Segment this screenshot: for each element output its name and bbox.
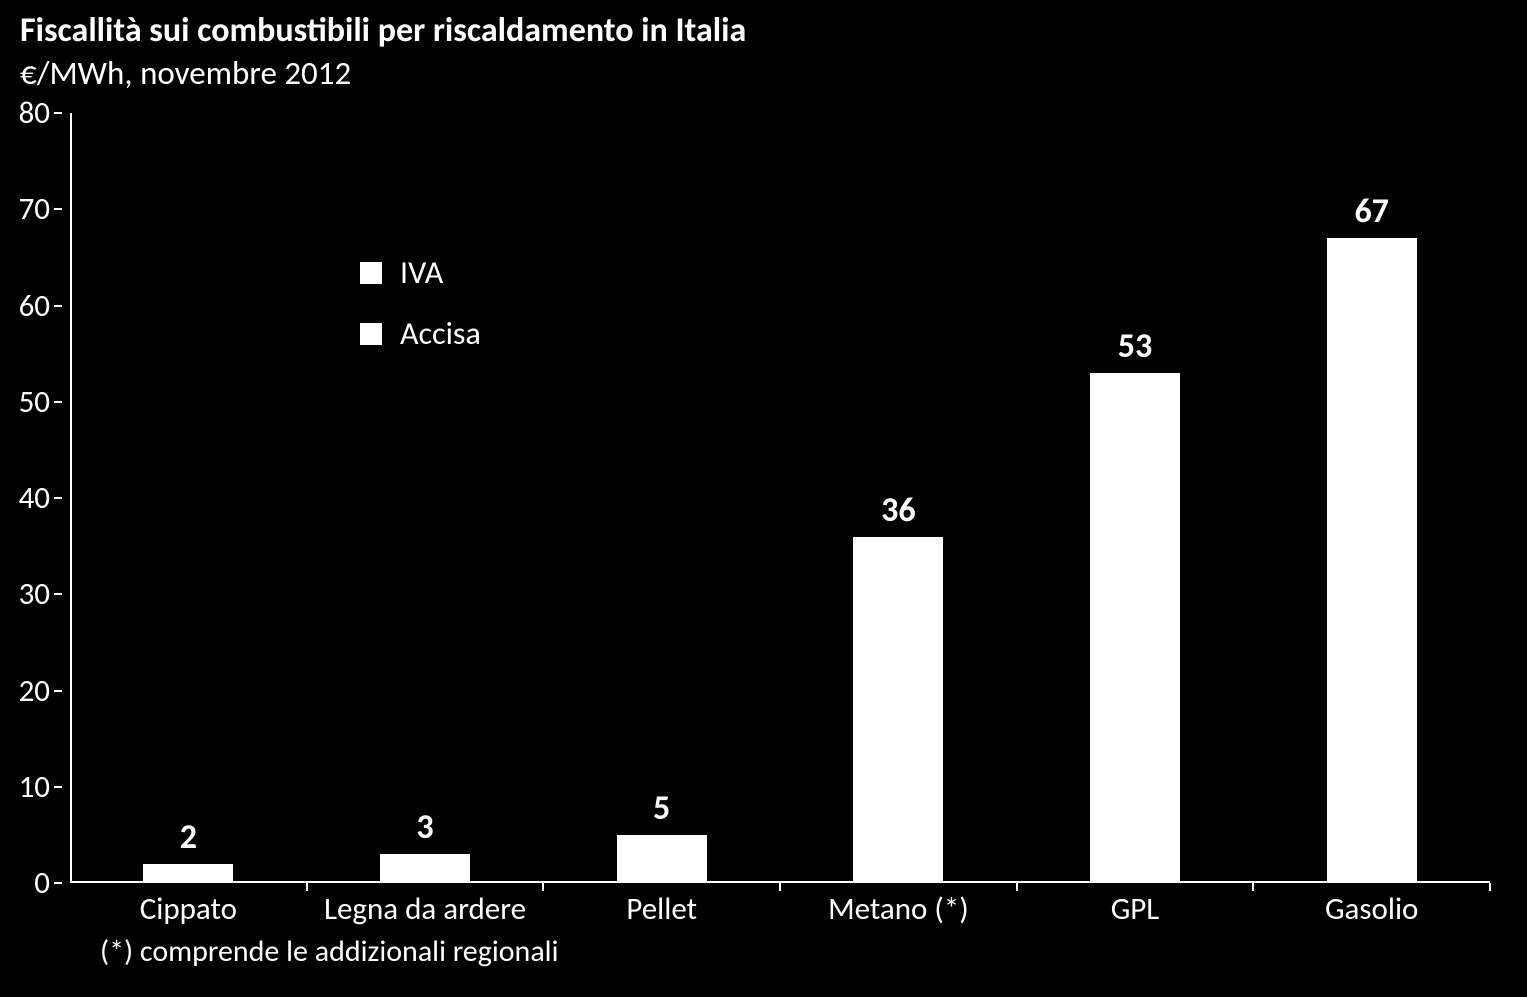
x-axis-label: Metano (*) (780, 890, 1017, 928)
y-tick-label: 60 (19, 287, 50, 325)
y-tick-mark (54, 786, 62, 788)
x-axis-label: Cippato (70, 890, 307, 928)
bar-group: 5 (543, 835, 780, 883)
y-tick-label: 40 (19, 479, 50, 517)
y-tick-label: 70 (19, 190, 50, 228)
y-tick-label: 20 (19, 672, 50, 710)
legend-swatch (360, 262, 382, 284)
chart-subtitle: €/MWh, novembre 2012 (20, 53, 1510, 93)
chart-title: Fiscallità sui combustibili per riscalda… (20, 10, 1510, 51)
x-tick-mark (779, 883, 781, 891)
x-tick-mark (1252, 883, 1254, 891)
x-tick-mark (542, 883, 544, 891)
chart-footnote: (*) comprende le addizionali regionali (100, 933, 558, 970)
y-tick-mark (54, 690, 62, 692)
x-axis-label: Pellet (543, 890, 780, 928)
y-tick-mark (54, 112, 62, 114)
y-axis: 01020304050607080 (20, 113, 70, 883)
bar-group: 67 (1253, 238, 1490, 883)
x-axis-label: Gasolio (1253, 890, 1490, 928)
y-tick-label: 0 (34, 864, 50, 902)
y-tick-mark (54, 593, 62, 595)
bar (380, 854, 470, 883)
y-tick-mark (54, 208, 62, 210)
y-tick-label: 50 (19, 383, 50, 421)
plot-area: 01020304050607080 235365367 CippatoLegna… (70, 113, 1490, 883)
x-axis-labels: CippatoLegna da arderePelletMetano (*)GP… (70, 890, 1490, 928)
bar-group: 53 (1017, 373, 1254, 883)
y-tick-label: 10 (19, 768, 50, 806)
y-tick-mark (54, 882, 62, 884)
bar-value-label: 53 (1118, 326, 1152, 367)
x-tick-mark (1016, 883, 1018, 891)
x-tick-mark (306, 883, 308, 891)
bar (853, 537, 943, 884)
bar (1327, 238, 1417, 883)
legend: IVA Accisa (360, 253, 481, 353)
bar-group: 2 (70, 864, 307, 883)
legend-label: Accisa (400, 314, 481, 353)
bar-value-label: 36 (881, 490, 915, 531)
bar-value-label: 3 (416, 807, 433, 848)
chart-container: Fiscallità sui combustibili per riscalda… (20, 10, 1510, 980)
bar-value-label: 2 (180, 817, 197, 858)
bar-group: 36 (780, 537, 1017, 884)
x-axis-label: Legna da ardere (307, 890, 544, 928)
y-tick-mark (54, 497, 62, 499)
legend-label: IVA (400, 253, 443, 292)
x-axis-label: GPL (1017, 890, 1254, 928)
bar (143, 864, 233, 883)
legend-swatch (360, 323, 382, 345)
y-tick-label: 80 (19, 94, 50, 132)
x-tick-mark (1489, 883, 1491, 891)
y-tick-mark (54, 401, 62, 403)
legend-item: IVA (360, 253, 481, 292)
bar-group: 3 (307, 854, 544, 883)
bars-group: 235365367 (70, 113, 1490, 883)
bar-value-label: 5 (653, 788, 670, 829)
y-tick-label: 30 (19, 575, 50, 613)
bar (617, 835, 707, 883)
y-tick-mark (54, 305, 62, 307)
legend-item: Accisa (360, 314, 481, 353)
bar-value-label: 67 (1354, 191, 1388, 232)
bar (1090, 373, 1180, 883)
